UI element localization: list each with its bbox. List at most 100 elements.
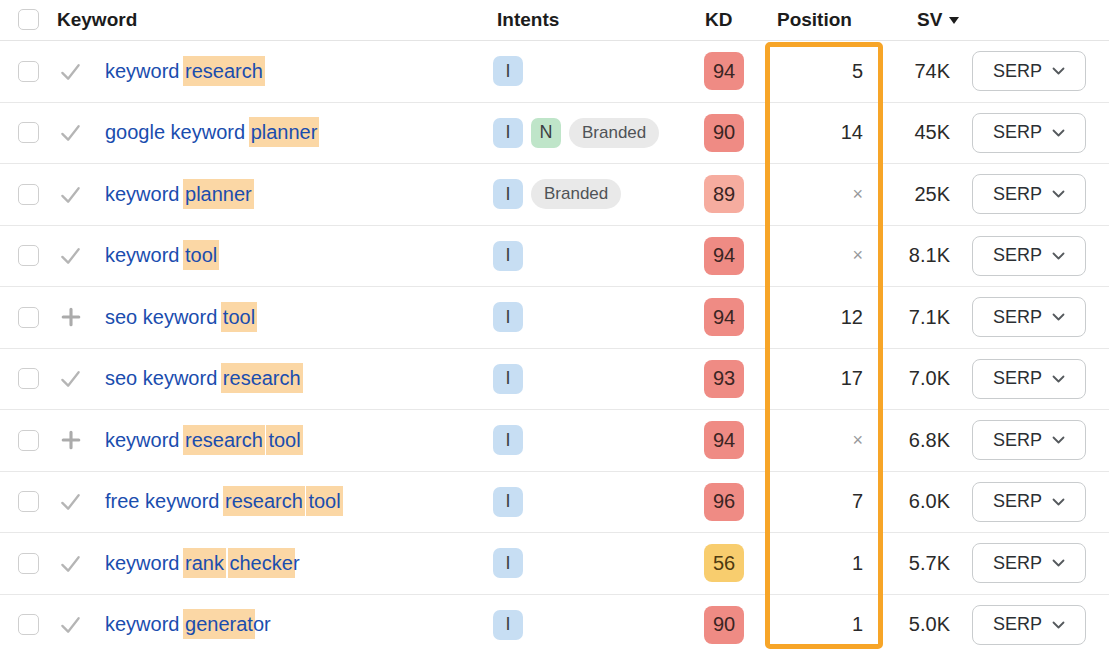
keyword-link[interactable]: keyword generator [82,613,493,636]
action-cell[interactable] [59,244,82,267]
table-row: keyword rank checker I 56 1 5.7K SERP [0,533,1109,595]
intent-badge-informational: I [493,118,523,148]
column-header-keyword[interactable]: Keyword [57,9,137,31]
serp-button[interactable]: SERP [972,51,1086,91]
intent-badges: I [493,425,704,455]
intent-badges: I [493,548,704,578]
action-cell[interactable] [59,60,82,83]
sv-value: 8.1K [884,244,950,267]
intent-badge-informational: I [493,241,523,271]
intent-badges: I [493,364,704,394]
kd-badge: 96 [704,483,744,521]
sv-value: 74K [884,60,950,83]
serp-button[interactable]: SERP [972,236,1086,276]
keyword-link[interactable]: keyword research [82,60,493,83]
serp-button[interactable]: SERP [972,482,1086,522]
kd-badge: 94 [704,237,744,275]
row-checkbox[interactable] [18,184,39,205]
table-row: keyword research I 94 5 74K SERP [0,41,1109,103]
sv-value: 7.1K [884,306,950,329]
serp-label: SERP [993,368,1042,389]
keyword-link[interactable]: keyword planner [82,183,493,206]
check-icon [59,552,82,575]
serp-label: SERP [993,184,1042,205]
column-header-sv[interactable]: SV [917,9,959,31]
table-row: keyword generator I 90 1 5.0K SERP [0,595,1109,655]
row-checkbox[interactable] [18,61,39,82]
action-cell[interactable] [59,367,82,390]
keyword-match-highlight: tool [183,240,219,270]
action-cell[interactable] [59,183,82,206]
action-cell[interactable] [59,121,82,144]
position-value: 1 [768,552,884,575]
serp-button[interactable]: SERP [972,113,1086,153]
serp-button[interactable]: SERP [972,543,1086,583]
keyword-match-highlight: research [221,363,303,393]
chevron-down-icon [1052,252,1065,260]
keyword-link[interactable]: keyword rank checker [82,552,493,575]
row-checkbox[interactable] [18,553,39,574]
keyword-link[interactable]: seo keyword research [82,367,493,390]
keyword-match-highlight: tool [266,425,302,455]
chevron-down-icon [1052,498,1065,506]
serp-label: SERP [993,430,1042,451]
row-checkbox[interactable] [18,245,39,266]
check-icon [59,613,82,636]
select-all-checkbox[interactable] [18,9,39,30]
row-checkbox[interactable] [18,307,39,328]
position-value: 12 [768,306,884,329]
row-checkbox[interactable] [18,491,39,512]
keyword-match-highlight: tool [306,486,342,516]
keyword-link[interactable]: keyword research tool [82,429,493,452]
column-header-position[interactable]: Position [777,9,852,31]
column-header-intents[interactable]: Intents [497,9,559,31]
kd-badge: 94 [704,421,744,459]
position-value: × [768,245,884,266]
row-checkbox[interactable] [18,368,39,389]
column-header-kd[interactable]: KD [705,9,732,31]
row-checkbox[interactable] [18,614,39,635]
serp-label: SERP [993,61,1042,82]
intent-badge-branded: Branded [569,118,659,148]
serp-label: SERP [993,614,1042,635]
keyword-link[interactable]: seo keyword tool [82,306,493,329]
keyword-match-highlight: research [183,56,265,86]
action-cell[interactable] [59,552,82,575]
position-value: 14 [768,121,884,144]
serp-button[interactable]: SERP [972,174,1086,214]
intent-badges: INBranded [493,118,704,148]
chevron-down-icon [1052,313,1065,321]
plus-icon [60,429,82,451]
keyword-match-highlight: checke [228,548,295,578]
serp-button[interactable]: SERP [972,297,1086,337]
action-cell[interactable] [59,490,82,513]
sv-value: 25K [884,183,950,206]
chevron-down-icon [1052,559,1065,567]
chevron-down-icon [1052,67,1065,75]
action-cell[interactable] [60,429,82,451]
sv-value: 6.8K [884,429,950,452]
position-value: × [768,184,884,205]
kd-badge: 94 [704,52,744,90]
kd-badge: 89 [704,175,744,213]
intent-badge-informational: I [493,364,523,394]
plus-icon [60,306,82,328]
table-body: keyword research I 94 5 74K SERP google … [0,41,1109,655]
keyword-link[interactable]: free keyword research tool [82,490,493,513]
action-cell[interactable] [60,306,82,328]
intent-badges: I [493,610,704,640]
action-cell[interactable] [59,613,82,636]
table-row: keyword planner IBranded 89 × 25K SERP [0,164,1109,226]
keyword-link[interactable]: google keyword planner [82,121,493,144]
table-row: free keyword research tool I 96 7 6.0K S… [0,472,1109,534]
serp-button[interactable]: SERP [972,420,1086,460]
serp-label: SERP [993,553,1042,574]
row-checkbox[interactable] [18,430,39,451]
serp-button[interactable]: SERP [972,605,1086,645]
intent-badges: I [493,241,704,271]
row-checkbox[interactable] [18,122,39,143]
serp-button[interactable]: SERP [972,359,1086,399]
keyword-link[interactable]: keyword tool [82,244,493,267]
position-value: 7 [768,490,884,513]
keyword-table: Keyword Intents KD Position SV keyword r… [0,0,1109,655]
